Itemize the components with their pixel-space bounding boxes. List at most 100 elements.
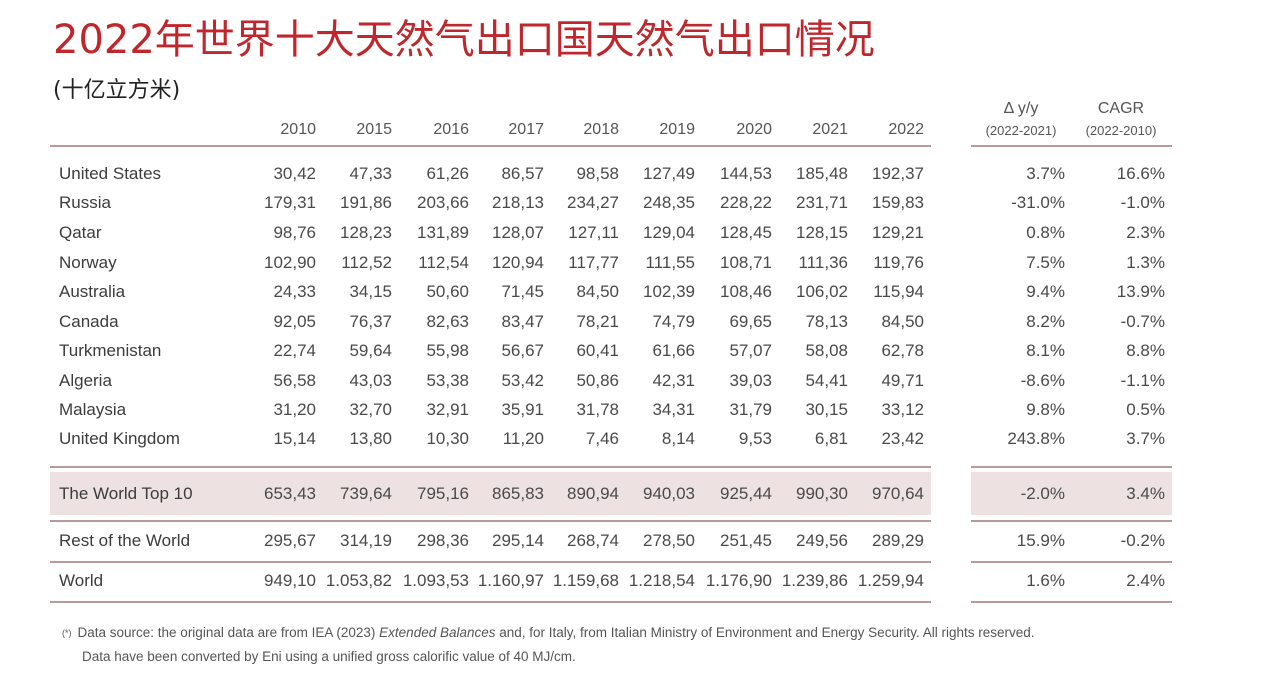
table-row-value: 7,46 [585, 429, 619, 448]
top10-row-value: 739,64 [340, 484, 392, 503]
table-row-value: 128,45 [720, 223, 772, 242]
table-row-delta: 8.1% [1026, 341, 1065, 360]
table-row-value: 83,47 [501, 312, 544, 331]
table-row-value: 84,50 [881, 312, 924, 331]
footnote-prefix: Data source: the original data are from … [77, 625, 380, 640]
table-row-country: United Kingdom [59, 429, 180, 448]
top10-band [50, 472, 931, 515]
world-row-value: 1.259,94 [857, 571, 924, 590]
table-row-value: 111,36 [798, 253, 848, 272]
rest-bottom-rule-right [971, 561, 1172, 563]
table-row-value: 179,31 [264, 193, 316, 212]
rest-row-value: 295,14 [492, 531, 544, 550]
year-header: 2016 [433, 121, 469, 138]
top10-bottom-rule-right [971, 520, 1172, 522]
table-row-value: 112,52 [341, 253, 392, 272]
table-row-cagr: -0.7% [1120, 312, 1165, 331]
table-row-cagr: 3.7% [1126, 429, 1165, 448]
world-row-value: 1.176,90 [705, 571, 772, 590]
table-row-value: 128,07 [492, 223, 544, 242]
table-row-cagr: 0.5% [1126, 400, 1165, 419]
world-row-value: 1.239,86 [781, 571, 848, 590]
table-row-value: 31,78 [576, 400, 619, 419]
year-header: 2022 [888, 121, 924, 138]
footnote-line-1: (*) Data source: the original data are fr… [62, 624, 1035, 642]
table-row-value: 159,83 [872, 193, 924, 212]
table-row-value: 34,31 [652, 400, 695, 419]
table-row-value: 231,71 [796, 193, 848, 212]
table-row-country: Malaysia [59, 400, 127, 419]
table-row-value: 53,42 [501, 371, 544, 390]
table-row-value: 117,77 [568, 253, 619, 272]
table-row-value: 192,37 [872, 164, 924, 183]
top10-row-value: 890,94 [567, 484, 619, 503]
table-row-value: 9,53 [738, 429, 772, 448]
table-row-value: 76,37 [349, 312, 392, 331]
table-row-cagr: -1.1% [1120, 371, 1165, 390]
world-bottom-rule-left [50, 601, 931, 603]
table-row-value: 49,71 [881, 371, 924, 390]
table-row-value: 102,39 [643, 282, 695, 301]
table-row-value: 185,48 [796, 164, 848, 183]
top10-row-value: 865,83 [492, 484, 544, 503]
table-row-value: 34,15 [349, 282, 392, 301]
table-row-country: Russia [59, 193, 111, 212]
table-row-value: 71,45 [501, 282, 544, 301]
table-row-value: 23,42 [881, 429, 924, 448]
year-header: 2010 [280, 121, 316, 138]
table-row-value: 234,27 [567, 193, 619, 212]
top10-row-value: 970,64 [872, 484, 924, 503]
top10-bottom-rule-left [50, 520, 931, 522]
rest-row-delta: 15.9% [1016, 531, 1065, 550]
top10-row-cagr: 3.4% [1126, 484, 1165, 503]
footnote-marker: (*) [62, 628, 72, 638]
footnote-line-2: Data have been converted by Eni using a … [82, 649, 576, 664]
rest-row-value: 289,29 [872, 531, 924, 550]
rest-row-value: 268,74 [567, 531, 619, 550]
table-row-value: 129,21 [872, 223, 924, 242]
table-row-delta: -8.6% [1020, 371, 1065, 390]
table-row-country: Algeria [59, 371, 112, 390]
year-header: 2018 [583, 121, 619, 138]
rest-row-value: 251,45 [720, 531, 772, 550]
table-row-value: 50,60 [426, 282, 469, 301]
rest-row-value: 249,56 [796, 531, 848, 550]
table-row-value: 228,22 [720, 193, 772, 212]
rest-row-value: 298,36 [417, 531, 469, 550]
table-row-value: 13,80 [349, 429, 392, 448]
table-row-value: 30,15 [805, 400, 848, 419]
top10-row-delta: -2.0% [1020, 484, 1065, 503]
world-row-cagr: 2.4% [1126, 571, 1165, 590]
table-row-value: 32,91 [426, 400, 469, 419]
table-row-country: United States [59, 164, 162, 183]
table-row-delta: 0.8% [1026, 223, 1065, 242]
table-row-value: 53,38 [426, 371, 469, 390]
table-row-delta: 243.8% [1007, 429, 1065, 448]
header-rule-right [971, 145, 1172, 147]
table-row-value: 218,13 [492, 193, 544, 212]
table-row-value: 55,98 [426, 341, 469, 360]
rest-row-value: 314,19 [340, 531, 392, 550]
table-row-value: 60,41 [576, 341, 619, 360]
page-title: 2022年世界十大天然气出口国天然气出口情况 [53, 17, 875, 63]
rest-row-country: Rest of the World [59, 531, 191, 550]
table-row-value: 84,50 [576, 282, 619, 301]
table-row-delta: 3.7% [1026, 164, 1065, 183]
table-row-value: 98,76 [273, 223, 316, 242]
table-row-value: 32,70 [349, 400, 392, 419]
table-row-value: 78,13 [805, 312, 848, 331]
table-row-value: 50,86 [576, 371, 619, 390]
rest-bottom-rule-left [50, 561, 931, 563]
world-row-value: 1.159,68 [552, 571, 619, 590]
table-row-delta: 7.5% [1026, 253, 1065, 272]
table-row-value: 102,90 [264, 253, 316, 272]
table-row-value: 112,54 [418, 253, 469, 272]
table-row-value: 35,91 [501, 400, 544, 419]
table-row-value: 10,30 [426, 429, 469, 448]
table-row-value: 6,81 [814, 429, 848, 448]
table-row-value: 127,11 [568, 223, 619, 242]
table-row-value: 56,67 [501, 341, 544, 360]
year-header: 2020 [736, 121, 772, 138]
table-row-value: 106,02 [796, 282, 848, 301]
